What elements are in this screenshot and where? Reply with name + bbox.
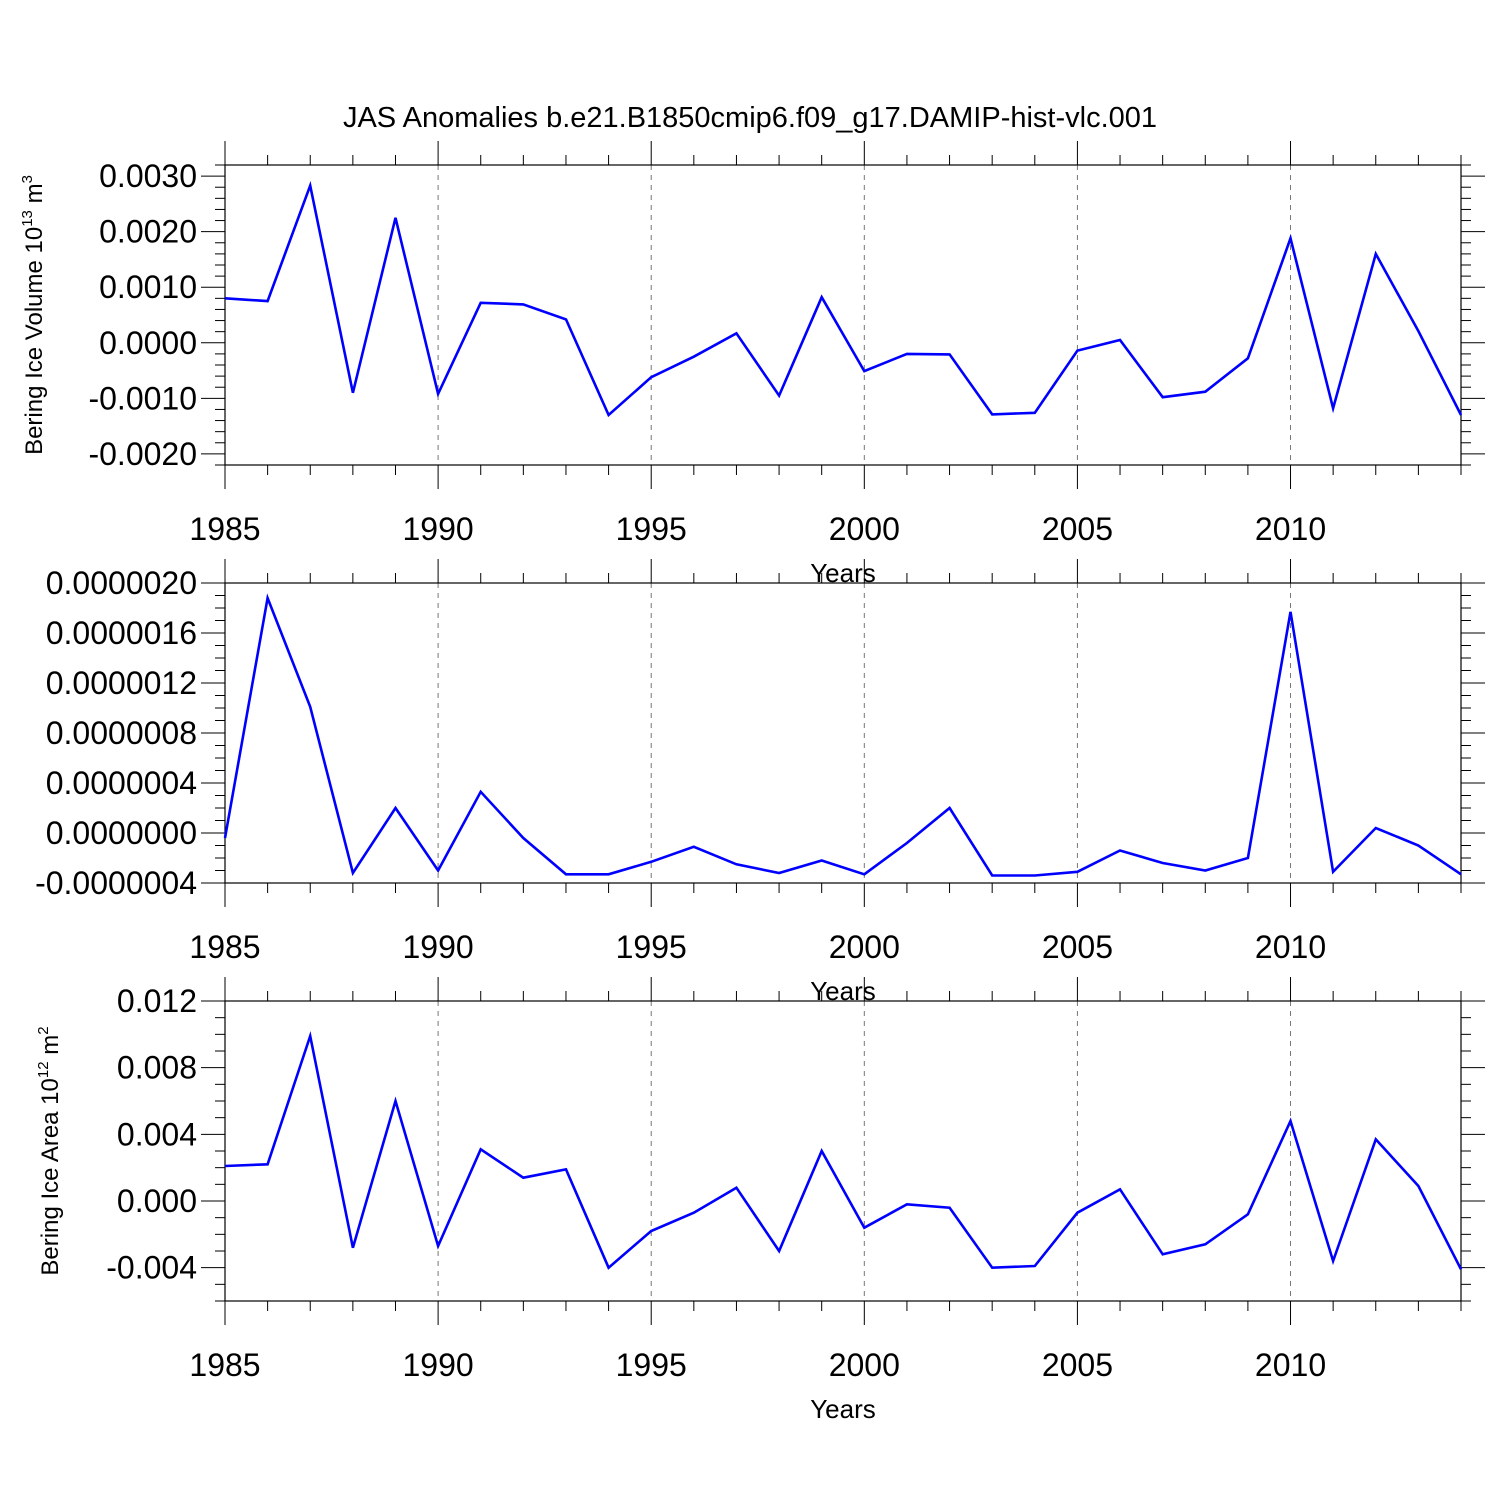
x-tick-label: 2010 [1255,511,1326,547]
x-tick-label: 1985 [189,511,260,547]
x-tick-label: 2000 [829,511,900,547]
x-tick-label: 2000 [829,1347,900,1383]
x-tick-label: 2005 [1042,929,1113,965]
y-tick-label: 0.0000 [99,325,197,361]
x-tick-label: 1995 [616,1347,687,1383]
plot-frame [224,582,1462,884]
y-tick-label: 0.0010 [99,269,197,305]
x-tick-label: 1990 [403,1347,474,1383]
y-tick-label: 0.000 [117,1183,197,1219]
y-tick-label: -0.004 [106,1250,197,1286]
y-axis-label: Bering Ice Volume 1013 m3 [19,175,48,455]
x-tick-label: 2010 [1255,929,1326,965]
x-tick-label: 1985 [189,929,260,965]
y-tick-label: 0.0000012 [46,665,197,701]
panels: 1985 1990 1995 2000 2005 2010 Years -0.0020 -0.0… [19,141,1485,1424]
x-tick-label: 1990 [403,929,474,965]
x-tick-label: 2010 [1255,1347,1326,1383]
y-tick-label: -0.0000004 [35,865,197,901]
chart-title: JAS Anomalies b.e21.B1850cmip6.f09_g17.D… [343,102,1157,134]
y-tick-label: 0.0000020 [46,565,197,601]
y-tick-label: -0.0020 [88,436,197,472]
x-tick-label: 1995 [616,929,687,965]
y-axis-label: Bering Ice Area 1012 m2 [35,1026,64,1275]
y-tick-label: 0.0020 [99,214,197,250]
y-tick-label: 0.0000004 [46,765,197,801]
x-tick-label: 1995 [616,511,687,547]
y-tick-label: 0.0000000 [46,815,197,851]
panel-1: 1985 1990 1995 2000 2005 2010Years-0.0020-0.0… [19,141,1485,588]
x-tick-label: 2000 [829,929,900,965]
x-tick-label: 2005 [1042,1347,1113,1383]
x-tick-label: 2005 [1042,511,1113,547]
plot-frame [224,164,1462,466]
y-tick-label: 0.008 [117,1050,197,1086]
y-tick-label: 0.0000016 [46,615,197,651]
series-line [224,180,1463,418]
y-tick-label: 0.004 [117,1116,197,1152]
panel-2: 1985 1990 1995 2000 2005 2010Years-0.00000040… [35,559,1485,1006]
x-axis-label: Years [810,1394,876,1424]
series-line [223,593,1462,877]
series-line [224,1030,1463,1270]
x-tick-label: 1985 [189,1347,260,1383]
panel-3: 1985 1990 1995 2000 2005 2010 Years -0.004 0.000… [35,977,1485,1424]
y-tick-label: 0.0030 [99,158,197,194]
y-tick-label: 0.012 [117,983,197,1019]
y-tick-label: 0.0000008 [46,715,197,751]
y-tick-label: -0.0010 [88,380,197,416]
x-tick-label: 1990 [403,511,474,547]
